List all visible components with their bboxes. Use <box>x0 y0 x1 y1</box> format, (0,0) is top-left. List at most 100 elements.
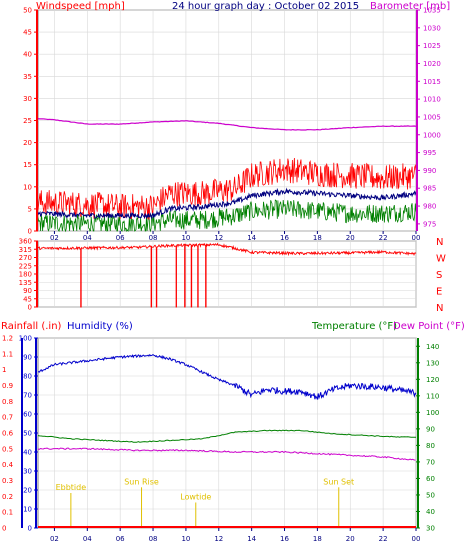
x-tick-label: 22 <box>379 535 388 543</box>
x-tick-label: 10 <box>181 234 190 242</box>
rain-tick-label: 0.5 <box>2 445 13 453</box>
temp-tick-label: 90 <box>426 425 435 433</box>
left-tick-label: 180 <box>19 271 32 279</box>
x-tick-label: 02 <box>50 234 59 242</box>
humidity-tick-label: 0 <box>28 525 32 533</box>
left-tick-label: 315 <box>19 246 32 254</box>
humidity-tick-label: 30 <box>23 468 32 476</box>
x-tick-label: 12 <box>214 234 223 242</box>
temp-tick-label: 80 <box>426 442 435 450</box>
right-tick-label: 1000 <box>423 131 441 139</box>
temp-tick-label: 50 <box>426 491 435 499</box>
left-tick-label: 90 <box>23 287 32 295</box>
humidity-label: Humidity (%) <box>67 321 133 332</box>
rainfall-label: Rainfall (.in) <box>1 321 62 332</box>
temp-tick-label: 120 <box>426 376 439 384</box>
wind-gust-line <box>37 157 417 220</box>
right-tick-label: 980 <box>423 203 436 211</box>
left-tick-label: 360 <box>19 238 32 246</box>
temp-tick-label: 40 <box>426 508 435 516</box>
x-tick-label: 18 <box>313 535 322 543</box>
barometer-header: Barometer [mb] <box>370 1 450 12</box>
annotation-label: Sun Rise <box>124 477 159 486</box>
x-tick-label: 10 <box>181 535 190 543</box>
right-tick-label: 1005 <box>423 113 441 121</box>
humidity-tick-label: 40 <box>23 449 32 457</box>
left-tick-label: 10 <box>23 183 32 191</box>
right-tick-label: 1010 <box>423 96 441 104</box>
rain-tick-label: 0.8 <box>2 398 13 406</box>
x-tick-label: 00 <box>412 535 421 543</box>
rain-tick-label: 1.1 <box>2 350 13 358</box>
windspeed-header: Windspeed [mph] <box>36 1 125 12</box>
temp-tick-label: 30 <box>426 525 435 533</box>
humidity-tick-label: 10 <box>23 506 32 514</box>
left-tick-label: 270 <box>19 254 32 262</box>
wind-panel-grid <box>38 9 417 232</box>
humidity-tick-label: 70 <box>23 392 32 400</box>
left-tick-label: 30 <box>23 95 32 103</box>
rain-tick-label: 0.6 <box>2 430 14 438</box>
left-tick-label: 20 <box>23 139 32 147</box>
x-tick-label: 20 <box>346 234 355 242</box>
humidity-line <box>37 353 417 400</box>
dewpoint-line <box>37 447 416 461</box>
compass-label: S <box>436 270 442 281</box>
humidity-tick-label: 90 <box>23 354 32 362</box>
left-tick-label: 40 <box>23 51 32 59</box>
x-tick-label: 12 <box>214 535 223 543</box>
left-tick-label: 225 <box>19 262 32 270</box>
rain-panel-grid <box>38 337 417 529</box>
rain-tick-label: 0 <box>2 525 6 533</box>
left-tick-label: 15 <box>23 161 32 169</box>
right-tick-label: 990 <box>423 167 436 175</box>
left-tick-label: 0 <box>28 304 32 312</box>
left-tick-label: 135 <box>19 279 32 287</box>
left-tick-label: 35 <box>23 73 32 81</box>
left-tick-label: 45 <box>23 29 32 37</box>
compass-label: N <box>436 237 443 248</box>
right-tick-label: 1035 <box>423 7 441 15</box>
rain-tick-label: 0.3 <box>2 477 13 485</box>
x-tick-label: 02 <box>50 535 59 543</box>
x-tick-label: 06 <box>116 234 125 242</box>
x-tick-label: 14 <box>247 234 256 242</box>
wind-avg-line <box>37 187 417 220</box>
direction-panel-grid <box>38 240 417 308</box>
right-tick-label: 975 <box>423 220 436 228</box>
wind-low-line <box>37 199 417 233</box>
wind-panel-series <box>37 118 417 233</box>
humidity-tick-label: 80 <box>23 373 32 381</box>
rain-tick-label: 0.4 <box>2 461 14 469</box>
barometer-line <box>37 118 417 131</box>
right-tick-label: 995 <box>423 149 436 157</box>
x-tick-label: 20 <box>346 535 355 543</box>
x-tick-label: 18 <box>313 234 322 242</box>
compass-label: W <box>436 254 446 265</box>
left-tick-label: 25 <box>23 117 32 125</box>
x-tick-label: 06 <box>116 535 125 543</box>
direction-panel-series <box>37 242 417 308</box>
humidity-tick-label: 20 <box>23 487 32 495</box>
x-tick-label: 14 <box>247 535 256 543</box>
temperature-line <box>37 429 416 443</box>
wind-direction-line <box>37 242 417 308</box>
temp-tick-label: 130 <box>426 359 439 367</box>
temp-tick-label: 100 <box>426 409 439 417</box>
annotation-label: Lowtide <box>180 493 211 502</box>
temp-tick-label: 140 <box>426 343 439 351</box>
humidity-tick-label: 50 <box>23 430 32 438</box>
rain-tick-label: 1.2 <box>2 335 13 343</box>
x-tick-label: 08 <box>149 535 158 543</box>
right-tick-label: 1025 <box>423 42 441 50</box>
graph-title: 24 hour graph day : October 02 2015 <box>172 1 359 12</box>
rain-tick-label: 1 <box>2 366 6 374</box>
x-tick-label: 16 <box>280 535 289 543</box>
wind-panel-ticks: 0510152025303540455097598098599099510001… <box>23 7 441 243</box>
right-tick-label: 1020 <box>423 60 441 68</box>
left-tick-label: 0 <box>28 228 32 236</box>
left-tick-label: 45 <box>23 295 32 303</box>
rain-tick-label: 0.7 <box>2 414 13 422</box>
